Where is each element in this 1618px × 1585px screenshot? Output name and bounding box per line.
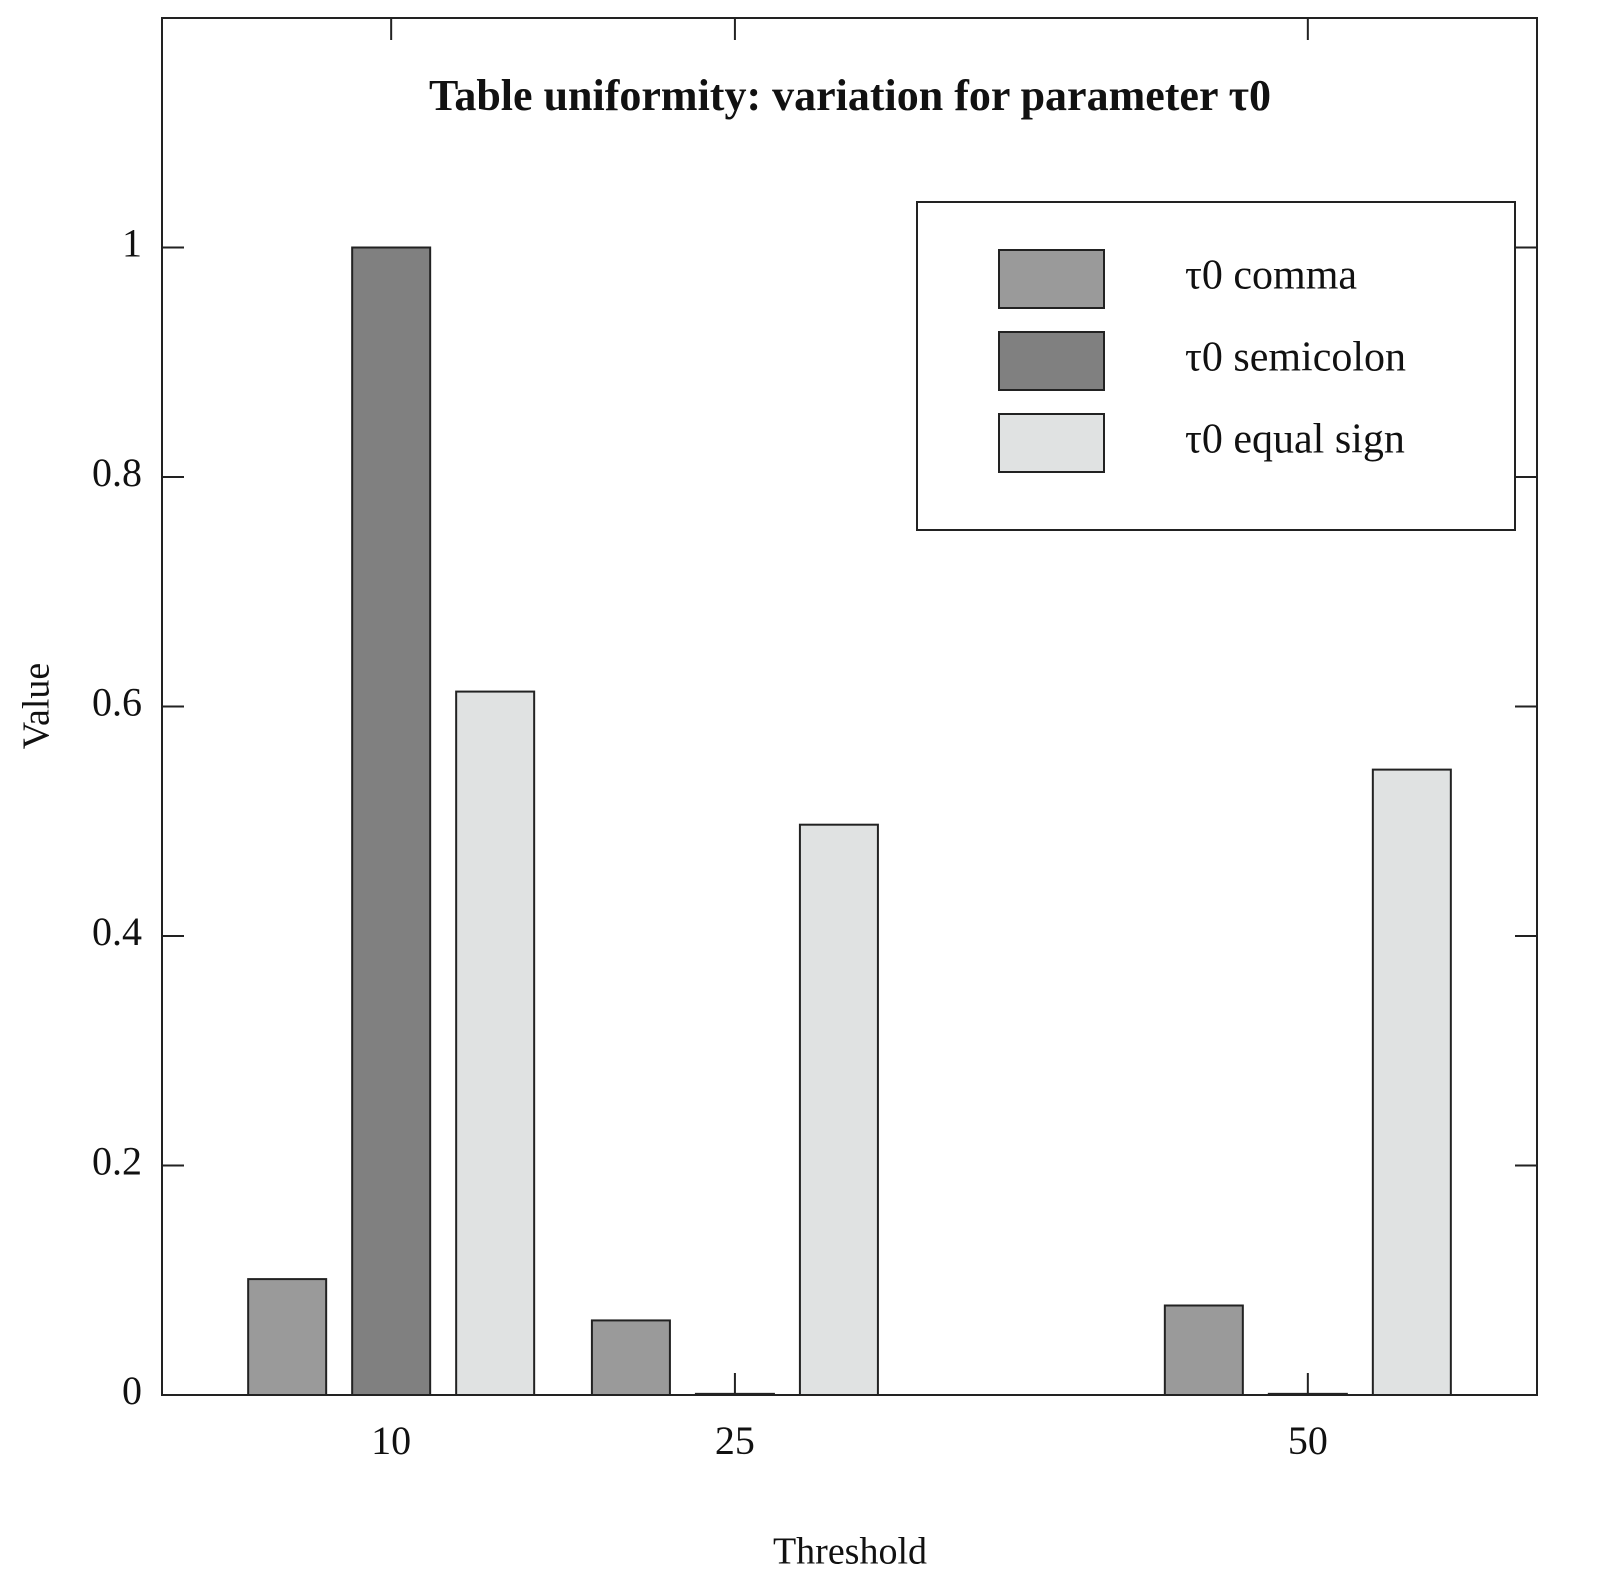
legend-swatch bbox=[998, 413, 1105, 473]
bar bbox=[798, 823, 879, 1396]
x-tick-label: 50 bbox=[1288, 1418, 1328, 1463]
y-tick-label: 0.6 bbox=[92, 680, 142, 725]
y-tick-label: 1 bbox=[122, 221, 142, 266]
bar bbox=[455, 690, 536, 1396]
legend-label: τ0 equal sign bbox=[1185, 417, 1405, 463]
y-tick-label: 0.2 bbox=[92, 1139, 142, 1184]
bar bbox=[351, 246, 432, 1396]
x-axis-title: Threshold bbox=[773, 1531, 927, 1573]
y-axis-title: Value bbox=[16, 663, 58, 750]
chart-title: Table uniformity: variation for paramete… bbox=[429, 71, 1271, 120]
legend-swatch bbox=[998, 249, 1105, 309]
bar bbox=[1163, 1304, 1244, 1396]
bar bbox=[247, 1278, 328, 1397]
legend-label: τ0 semicolon bbox=[1185, 335, 1406, 381]
y-tick-label: 0.8 bbox=[92, 450, 142, 495]
y-tick-label: 0 bbox=[122, 1368, 142, 1413]
legend-swatch bbox=[998, 331, 1105, 391]
x-tick-label: 25 bbox=[715, 1418, 755, 1463]
bar bbox=[590, 1319, 671, 1396]
x-tick-label: 10 bbox=[371, 1418, 411, 1463]
y-tick-label: 0.4 bbox=[92, 909, 142, 954]
bar bbox=[694, 1392, 775, 1397]
bar bbox=[1267, 1392, 1348, 1397]
legend-label: τ0 comma bbox=[1185, 253, 1357, 299]
bar bbox=[1371, 768, 1452, 1396]
